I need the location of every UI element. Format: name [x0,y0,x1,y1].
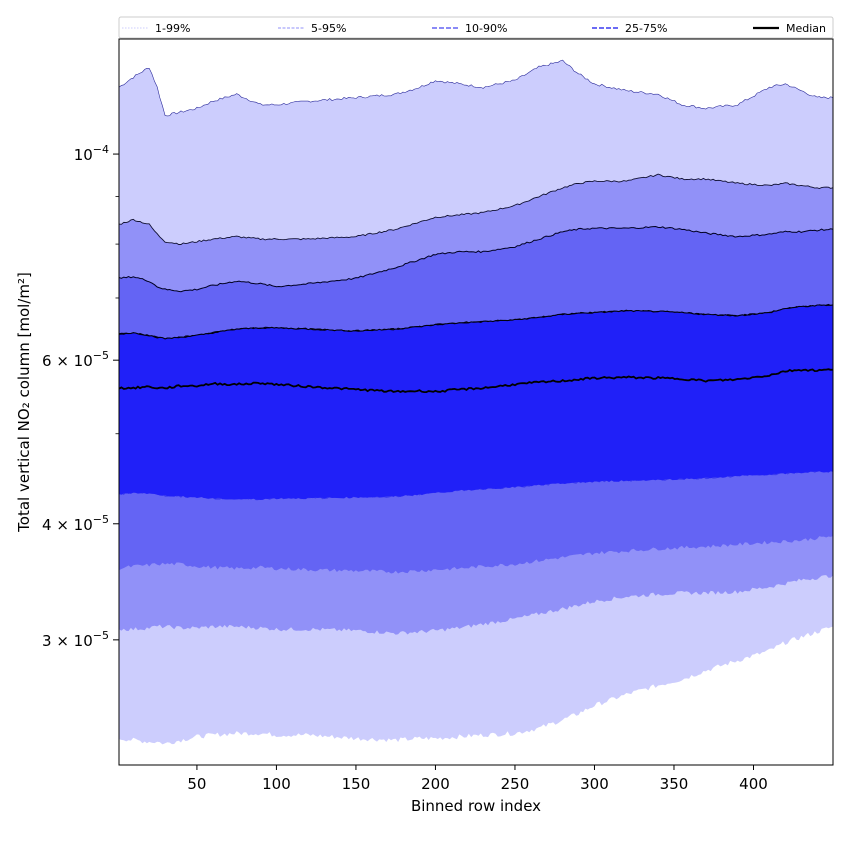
percentile-bands [119,59,833,745]
x-tick-label: 200 [421,775,450,793]
legend-entry: Median [753,22,826,35]
legend-entry: 1-99% [122,22,190,35]
legend-label: Median [786,22,826,35]
x-tick-label: 150 [342,775,371,793]
y-tick-label: 6 × 10−5 [42,349,109,370]
x-tick-label: 50 [187,775,206,793]
legend-label: 1-99% [155,22,190,35]
x-tick-label: 250 [501,775,530,793]
x-tick-label: 300 [580,775,609,793]
y-axis-label: Total vertical NO₂ column [mol/m²] [15,272,33,533]
y-tick-label: 10−4 [74,143,109,164]
plot-frame [118,38,834,766]
legend: 1-99% 5-95% 10-90% 25-75% Median [118,16,834,39]
y-axis: 10−4 6 × 10−5 4 × 10−5 3 × 10−5 [42,143,119,650]
legend-entry: 5-95% [278,22,346,35]
band-upper-edge-10-90pct [119,225,833,293]
x-tick-label: 400 [739,775,768,793]
legend-label: 25-75% [625,22,667,35]
legend-entry: 10-90% [432,22,507,35]
band-core-fill [119,305,833,500]
legend-label: 10-90% [465,22,507,35]
x-tick-label: 350 [660,775,689,793]
band-core-upper-edge [119,304,833,340]
median-line [119,368,833,393]
x-axis-label: Binned row index [411,797,541,815]
legend-box [118,16,834,39]
y-tick-label: 4 × 10−5 [42,513,109,534]
band-upper-edge-1-99pct [119,59,833,117]
legend-entry: 25-75% [592,22,667,35]
x-axis: 50 100 150 200 250 300 350 400 [187,765,768,793]
legend-label: 5-95% [311,22,346,35]
x-tick-label: 100 [262,775,291,793]
y-tick-label: 3 × 10−5 [42,629,109,650]
band-upper-edge-5-95pct [119,173,833,245]
